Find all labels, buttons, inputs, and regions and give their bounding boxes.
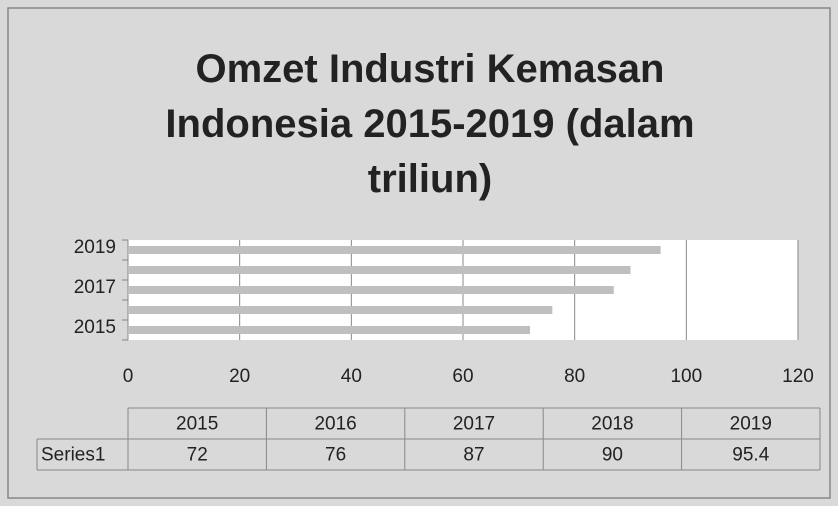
- chart-frame: [7, 7, 831, 499]
- x-tick-label: 80: [564, 366, 585, 387]
- chart-title: Omzet Industri Kemasan Indonesia 2015-20…: [165, 47, 695, 201]
- table-series-name: Series1: [41, 445, 105, 466]
- table-header: 2018: [591, 414, 633, 435]
- x-tick-label: 40: [341, 366, 362, 387]
- y-tick-label: 2017: [74, 277, 116, 298]
- y-tick-label: 2019: [74, 237, 116, 258]
- bar: [128, 246, 661, 254]
- table-value: 90: [602, 445, 623, 466]
- table-header: 2016: [314, 414, 356, 435]
- bar: [128, 286, 614, 294]
- x-tick-label: 100: [670, 366, 702, 387]
- bar: [128, 306, 553, 314]
- table-header: 2017: [453, 414, 495, 435]
- bar: [128, 326, 530, 334]
- table-value: 87: [463, 445, 484, 466]
- table-header: 2015: [176, 414, 218, 435]
- bar: [128, 266, 631, 274]
- x-tick-label: 120: [782, 366, 814, 387]
- table-value: 76: [325, 445, 346, 466]
- table-value: 95.4: [732, 445, 769, 466]
- y-tick-label: 2015: [74, 317, 116, 338]
- table-header: 2019: [730, 414, 772, 435]
- x-tick-label: 20: [229, 366, 250, 387]
- x-tick-label: 60: [452, 366, 473, 387]
- table-value: 72: [187, 445, 208, 466]
- x-tick-label: 0: [123, 366, 134, 387]
